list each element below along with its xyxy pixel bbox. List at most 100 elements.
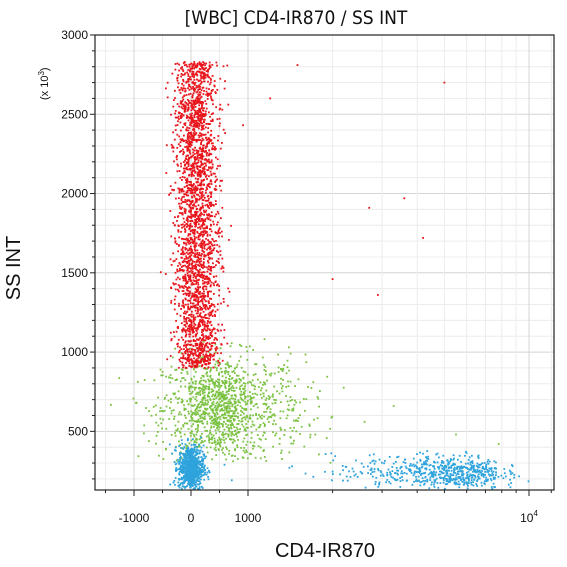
event-dot [221, 257, 224, 260]
event-dot [178, 461, 181, 464]
event-dot [198, 124, 201, 127]
event-dot [148, 410, 150, 412]
event-dot [176, 220, 178, 222]
event-dot [199, 313, 201, 316]
event-dot [214, 332, 217, 335]
event-dot [195, 454, 197, 456]
event-dot [192, 204, 194, 207]
event-dot [204, 211, 207, 213]
event-dot [204, 218, 207, 220]
event-dot [305, 361, 308, 364]
event-dot [242, 412, 245, 415]
event-dot [200, 264, 203, 267]
event-dot [197, 404, 199, 406]
event-dot [181, 361, 184, 364]
event-dot [230, 382, 233, 385]
event-dot [467, 462, 469, 465]
event-dot [229, 345, 232, 348]
event-dot [179, 314, 182, 317]
event-dot [427, 473, 430, 476]
event-dot [218, 357, 221, 360]
event-dot [195, 413, 197, 416]
event-dot [196, 70, 199, 73]
event-dot [176, 103, 179, 105]
event-dot [446, 474, 449, 477]
event-dot [189, 206, 192, 209]
event-dot [513, 473, 516, 476]
event-dot [167, 399, 170, 402]
event-dot [169, 210, 172, 212]
event-dot [431, 474, 433, 477]
event-dot [177, 485, 180, 487]
event-dot [172, 409, 175, 412]
event-dot [466, 473, 469, 476]
event-dot [207, 413, 209, 416]
event-dot [197, 150, 200, 152]
event-dot [400, 472, 403, 475]
event-dot [202, 163, 204, 166]
event-dot [188, 149, 191, 152]
event-dot [237, 439, 239, 441]
event-dot [219, 254, 222, 256]
event-dot [190, 213, 193, 216]
event-dot [189, 292, 191, 295]
event-dot [215, 61, 218, 64]
event-dot [207, 253, 210, 256]
event-dot [442, 481, 445, 484]
event-dot [421, 477, 424, 479]
event-dot [207, 247, 210, 250]
event-dot [390, 475, 393, 478]
event-dot [234, 455, 236, 457]
event-dot [209, 152, 211, 155]
event-dot [175, 368, 178, 371]
event-dot [190, 321, 193, 324]
event-dot [193, 174, 195, 177]
event-dot [184, 199, 187, 201]
event-dot [436, 482, 439, 484]
event-dot [180, 223, 183, 226]
event-dot [274, 402, 277, 404]
event-dot [213, 338, 216, 341]
event-dot [193, 340, 196, 342]
event-dot [145, 407, 147, 409]
event-dot [200, 470, 202, 473]
event-dot [199, 337, 201, 339]
event-dot [199, 79, 202, 82]
event-dot [456, 472, 459, 475]
event-dot [425, 457, 428, 460]
event-dot [212, 303, 215, 306]
event-dot [237, 416, 239, 419]
event-dot [406, 479, 408, 482]
event-dot [178, 467, 181, 470]
event-dot [189, 251, 192, 254]
event-dot [173, 259, 176, 262]
event-dot [197, 217, 200, 220]
event-dot [179, 458, 182, 461]
event-dot [228, 430, 231, 433]
event-dot [168, 376, 170, 379]
event-dot [452, 468, 455, 471]
event-dot [193, 203, 195, 206]
event-dot [216, 89, 219, 91]
event-dot [201, 322, 204, 325]
event-dot [190, 124, 193, 127]
event-dot [397, 473, 399, 476]
event-dot [223, 406, 226, 409]
event-dot [243, 392, 246, 395]
event-dot [206, 329, 209, 332]
event-dot [223, 439, 225, 441]
event-dot [193, 325, 195, 328]
event-dot [264, 373, 267, 376]
event-dot [219, 232, 221, 234]
event-dot [178, 471, 181, 473]
event-dot [176, 378, 178, 381]
event-dot [181, 139, 184, 141]
event-dot [198, 261, 201, 263]
event-dot [208, 88, 210, 90]
event-dot [491, 472, 494, 474]
event-dot [457, 465, 460, 468]
event-dot [187, 249, 189, 252]
event-dot [226, 64, 229, 67]
event-dot [241, 420, 244, 422]
event-dot [225, 416, 228, 419]
